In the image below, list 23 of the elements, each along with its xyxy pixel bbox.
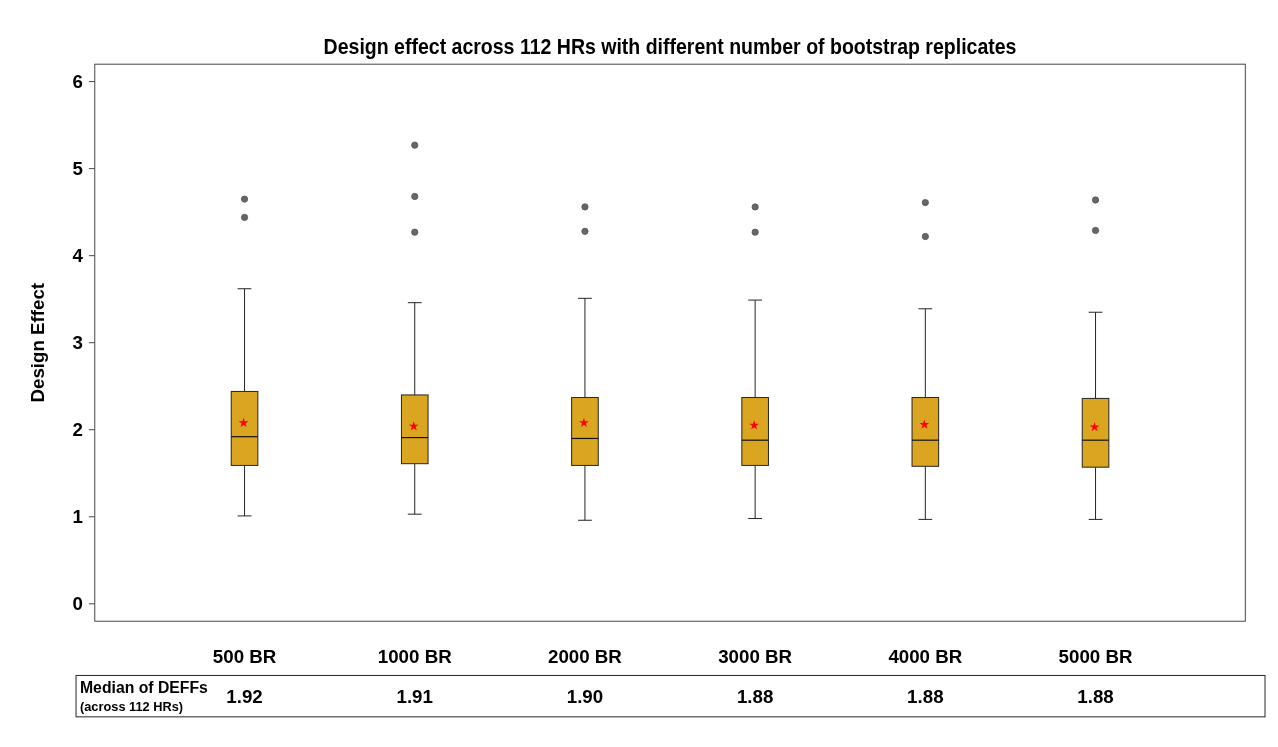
y-tick-label: 4 bbox=[72, 245, 84, 267]
y-tick-label: 0 bbox=[72, 593, 83, 615]
x-tick-label: 5000 BR bbox=[1058, 645, 1133, 667]
x-tick-label: 4000 BR bbox=[888, 645, 963, 667]
y-tick-label: 1 bbox=[72, 506, 83, 528]
x-tick-label: 3000 BR bbox=[718, 645, 793, 667]
text: 1.88 bbox=[907, 686, 944, 708]
text: (across 112 HRs) bbox=[79, 698, 184, 714]
text: 1.91 bbox=[396, 686, 433, 708]
y-tick-label: 3 bbox=[72, 332, 83, 354]
y-tick-label: 2 bbox=[72, 419, 83, 441]
text: 1.88 bbox=[1077, 686, 1114, 708]
text: 1.88 bbox=[736, 686, 774, 708]
text: Median of DEFFs bbox=[79, 679, 209, 697]
text: 1.90 bbox=[566, 686, 604, 708]
y-tick-label: 6 bbox=[72, 71, 83, 93]
x-tick-label: 500 BR bbox=[212, 645, 277, 667]
y-tick-label: 5 bbox=[72, 158, 83, 180]
text: 1.92 bbox=[226, 686, 263, 708]
x-tick-label: 2000 BR bbox=[548, 645, 623, 667]
y-axis-title: Design Effect bbox=[26, 282, 48, 403]
chart-title: Design effect across 112 HRs with different number of bootstrap replicates bbox=[323, 34, 1017, 59]
x-tick-label: 1000 BR bbox=[377, 645, 453, 667]
